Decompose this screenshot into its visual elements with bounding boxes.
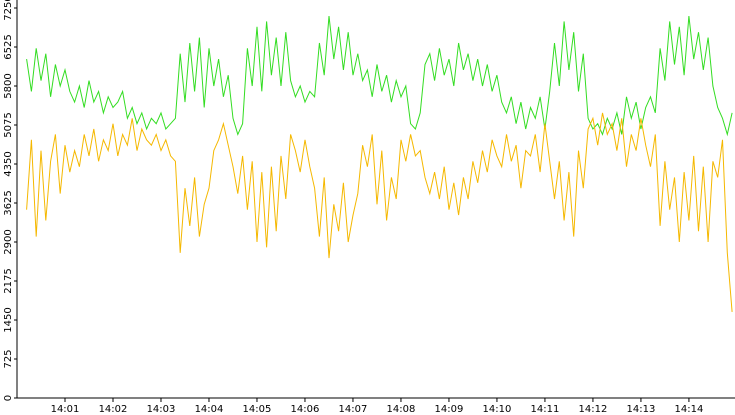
x-tick-label: 14:06 [291,404,320,415]
x-tick-label: 14:01 [51,404,80,415]
x-tick-label: 14:13 [627,404,656,415]
y-tick-label: 5075 [3,112,14,137]
y-tick-label: 725 [3,349,14,368]
x-tick-label: 14:08 [387,404,416,415]
x-tick-label: 14:12 [579,404,608,415]
y-tick-label: 3625 [3,190,14,215]
x-tick-label: 14:11 [531,404,560,415]
y-tick-label: 6525 [3,34,14,59]
y-tick-label: 4350 [3,151,14,176]
x-tick-label: 14:09 [435,404,464,415]
x-tick-label: 14:14 [675,404,704,415]
x-tick-label: 14:05 [243,404,272,415]
y-tick-label: 2900 [3,229,14,254]
x-tick-label: 14:04 [195,404,224,415]
y-tick-label: 1450 [3,307,14,332]
x-tick-label: 14:07 [339,404,368,415]
series-line [26,112,733,312]
x-tick-label: 14:02 [99,404,128,415]
x-tick-label: 14:10 [483,404,512,415]
y-tick-label: 7250 [3,0,14,21]
series-line [26,16,733,137]
x-tick-label: 14:03 [147,404,176,415]
y-tick-label: 5800 [3,73,14,98]
y-tick-label: 2175 [3,268,14,293]
y-tick-label: 0 [3,395,14,401]
